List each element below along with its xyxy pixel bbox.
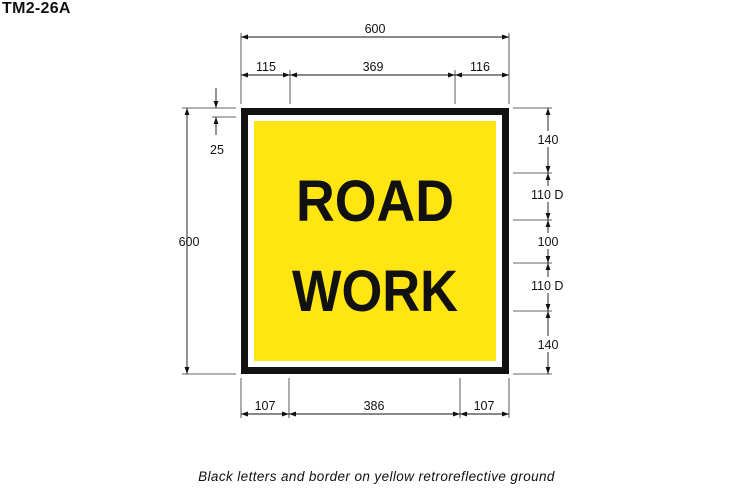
dimension-labels: 600 115 369 116 25 600 107 386 107 140 1… bbox=[179, 22, 564, 413]
label-right-letter-height-1: 110 D bbox=[531, 188, 563, 202]
label-top-right: 116 bbox=[470, 60, 490, 74]
label-right-bottom-margin: 140 bbox=[538, 338, 559, 352]
label-right-top-margin: 140 bbox=[538, 133, 559, 147]
extension-lines bbox=[182, 33, 552, 418]
label-right-line-gap: 100 bbox=[538, 235, 559, 249]
road-work-sign: ROAD WORK bbox=[241, 108, 509, 374]
label-right-letter-height-2: 110 D bbox=[531, 279, 563, 293]
label-bottom-right: 107 bbox=[474, 399, 495, 413]
label-overall-width: 600 bbox=[365, 22, 386, 36]
label-top-middle: 369 bbox=[363, 60, 384, 74]
label-bottom-middle: 386 bbox=[364, 399, 385, 413]
label-bottom-left: 107 bbox=[255, 399, 276, 413]
dimension-lines bbox=[184, 34, 551, 417]
sign-yellow-ground bbox=[254, 121, 496, 361]
label-backgrounds bbox=[528, 131, 576, 352]
sign-code-title: TM2-26A bbox=[2, 0, 71, 17]
caption: Black letters and border on yellow retro… bbox=[198, 469, 555, 484]
sign-legend-road: ROAD bbox=[296, 169, 454, 234]
label-top-left: 115 bbox=[256, 60, 276, 74]
label-border-width: 25 bbox=[210, 143, 224, 157]
sign-legend-work: WORK bbox=[292, 259, 458, 324]
label-overall-height: 600 bbox=[179, 235, 200, 249]
